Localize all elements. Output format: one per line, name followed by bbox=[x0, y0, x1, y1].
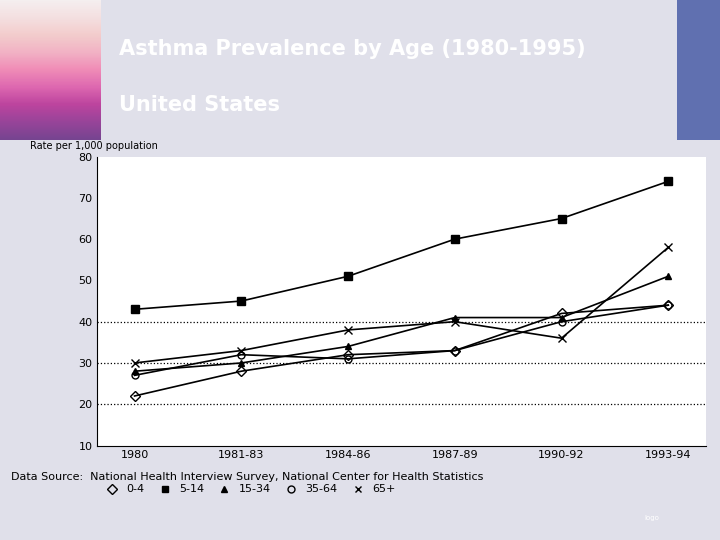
Text: Data Source:  National Health Interview Survey, National Center for Health Stati: Data Source: National Health Interview S… bbox=[11, 472, 483, 483]
Text: United States: United States bbox=[120, 96, 280, 116]
Text: Asthma Prevalence by Age (1980-1995): Asthma Prevalence by Age (1980-1995) bbox=[120, 39, 586, 59]
Legend: 0-4, 5-14, 15-34, 35-64, 65+: 0-4, 5-14, 15-34, 35-64, 65+ bbox=[96, 480, 400, 499]
Bar bbox=[677, 0, 720, 140]
Text: Rate per 1,000 population: Rate per 1,000 population bbox=[30, 141, 158, 151]
Text: logo: logo bbox=[644, 515, 659, 522]
